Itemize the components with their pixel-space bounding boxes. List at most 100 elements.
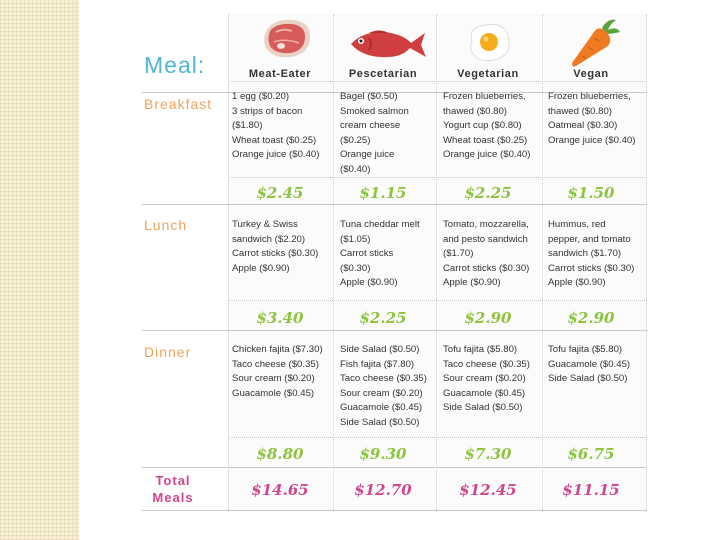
cell-line: 1 egg ($0.20) bbox=[232, 91, 290, 102]
cell-breakfast-vegan: Frozen blueberries, thawed ($0.80) Oatmeal… bbox=[548, 90, 635, 148]
cell-dinner-meat-eater: Chicken fajita ($7.30) Taco cheese ($0.35… bbox=[232, 343, 323, 401]
cell-line: Oatmeal ($0.30) bbox=[548, 120, 618, 131]
cell-dinner-vegetarian: Tofu fajita ($5.80) Taco cheese ($0.35) So… bbox=[443, 343, 530, 416]
row-label-dinner: Dinner bbox=[144, 344, 192, 360]
cell-line: Smoked salmon bbox=[340, 105, 409, 117]
decorative-side-stripe bbox=[0, 0, 79, 540]
cell-line: ($0.25) bbox=[340, 134, 371, 146]
cell-line: Sour cream ($0.20) bbox=[340, 387, 423, 399]
section-divider bbox=[142, 204, 647, 205]
cell-line: Yogurt cup ($0.80) bbox=[443, 120, 522, 131]
cell-lunch-vegetarian: Tomato, mozzarella, and pesto sandwich ($1… bbox=[443, 218, 529, 291]
cell-line: Orange juice bbox=[340, 149, 395, 160]
row-label-breakfast: Breakfast bbox=[144, 96, 213, 112]
price-dinner-pescetarian: $9.30 bbox=[359, 445, 407, 463]
cell-lunch-vegan: Hummus, red pepper, and tomato sandwich ($… bbox=[548, 218, 634, 291]
cell-line: Tomato, mozzarella, bbox=[443, 219, 529, 230]
cell-line: Tofu fajita ($5.80) bbox=[548, 344, 623, 355]
column-divider bbox=[228, 14, 229, 512]
cell-line: Wheat toast ($0.25) bbox=[443, 134, 528, 146]
price-lunch-vegan: $2.90 bbox=[567, 309, 615, 327]
cell-line: Apple ($0.90) bbox=[443, 277, 501, 288]
total-meat-eater: $14.65 bbox=[251, 481, 309, 499]
column-title-meat-eater: Meat-Eater bbox=[248, 68, 312, 80]
section-divider bbox=[142, 330, 647, 331]
meal-heading: Meal: bbox=[144, 52, 206, 78]
cell-lunch-meat-eater: Turkey & Swiss sandwich ($2.20) Carrot sti… bbox=[232, 218, 318, 276]
cell-breakfast-pescetarian: Bagel ($0.50) Smoked salmon cream cheese ($… bbox=[340, 90, 409, 177]
cell-dinner-vegan: Tofu fajita ($5.80) Guacamole ($0.45) Side… bbox=[548, 343, 630, 387]
cell-line: Carrot sticks ($0.30) bbox=[443, 262, 530, 274]
cell-line: ($0.30) bbox=[340, 262, 371, 274]
cell-line: Frozen blueberries, bbox=[548, 91, 631, 102]
section-divider bbox=[142, 467, 647, 468]
cell-line: Tofu fajita ($5.80) bbox=[443, 344, 518, 355]
cell-line: Orange juice ($0.40) bbox=[232, 149, 320, 160]
cell-breakfast-vegetarian: Frozen blueberries, thawed ($0.80) Yogurt … bbox=[443, 90, 530, 163]
price-breakfast-meat-eater: $2.45 bbox=[256, 184, 304, 202]
cell-line: Tuna cheddar melt bbox=[340, 219, 420, 230]
cell-line: ($1.80) bbox=[232, 120, 263, 131]
price-dinner-vegetarian: $7.30 bbox=[464, 445, 512, 463]
column-bg-pescetarian bbox=[334, 14, 435, 512]
column-title-vegan: Vegan bbox=[573, 68, 609, 80]
cell-line: Guacamole ($0.45) bbox=[548, 358, 631, 370]
fish-icon bbox=[351, 30, 426, 58]
cell-line: Side Salad ($0.50) bbox=[443, 402, 523, 413]
cell-line: Apple ($0.90) bbox=[548, 277, 606, 288]
column-bg-vegan bbox=[543, 14, 647, 512]
fried-egg-icon bbox=[470, 24, 510, 62]
column-divider bbox=[333, 14, 334, 512]
cell-line: thawed ($0.80) bbox=[548, 105, 612, 117]
cell-line: pepper, and tomato bbox=[548, 233, 631, 245]
cell-line: Apple ($0.90) bbox=[232, 262, 290, 274]
column-divider bbox=[436, 14, 437, 512]
row-divider bbox=[228, 81, 647, 82]
cell-line: Side Salad ($0.50) bbox=[340, 344, 420, 355]
cell-line: Carrot sticks ($0.30) bbox=[232, 248, 319, 259]
column-bg-vegetarian bbox=[437, 14, 541, 512]
cell-lunch-pescetarian: Tuna cheddar melt ($1.05) Carrot sticks ($0… bbox=[340, 218, 420, 291]
cell-line: ($1.70) bbox=[443, 248, 474, 259]
price-breakfast-vegan: $1.50 bbox=[567, 184, 615, 202]
cell-line: Taco cheese ($0.35) bbox=[443, 358, 530, 370]
row-label-lunch: Lunch bbox=[144, 217, 188, 233]
row-divider bbox=[228, 300, 647, 301]
meat-steak-icon bbox=[264, 19, 311, 58]
header-divider bbox=[142, 92, 647, 93]
cell-line: Carrot sticks ($0.30) bbox=[548, 262, 635, 274]
cell-line: Side Salad ($0.50) bbox=[548, 373, 628, 384]
cell-line: Sour cream ($0.20) bbox=[232, 373, 315, 384]
price-dinner-vegan: $6.75 bbox=[567, 445, 615, 463]
price-dinner-meat-eater: $8.80 bbox=[256, 445, 304, 463]
cell-line: Guacamole ($0.45) bbox=[443, 387, 526, 399]
cell-line: 3 strips of bacon bbox=[232, 105, 303, 117]
cell-line: Carrot sticks bbox=[340, 248, 394, 259]
cell-line: Turkey & Swiss bbox=[232, 219, 298, 230]
cell-line: Frozen blueberries, bbox=[443, 91, 526, 102]
total-label-line2: Meals bbox=[152, 490, 194, 505]
price-breakfast-vegetarian: $2.25 bbox=[464, 184, 512, 202]
column-divider bbox=[646, 14, 647, 512]
cell-line: Fish fajita ($7.80) bbox=[340, 358, 415, 370]
cell-dinner-pescetarian: Side Salad ($0.50) Fish fajita ($7.80) Tac… bbox=[340, 343, 427, 430]
cell-line: and pesto sandwich bbox=[443, 233, 528, 245]
cell-line: Hummus, red bbox=[548, 219, 606, 230]
total-vegan: $11.15 bbox=[562, 481, 620, 499]
row-divider bbox=[228, 437, 647, 438]
column-title-vegetarian: Vegetarian bbox=[457, 68, 519, 80]
price-breakfast-pescetarian: $1.15 bbox=[359, 184, 407, 202]
row-divider bbox=[228, 177, 647, 178]
cell-line: thawed ($0.80) bbox=[443, 105, 507, 117]
total-vegetarian: $12.45 bbox=[459, 481, 517, 499]
cell-line: Chicken fajita ($7.30) bbox=[232, 344, 323, 355]
cell-breakfast-meat-eater: 1 egg ($0.20) 3 strips of bacon ($1.80) Whe… bbox=[232, 90, 319, 163]
cell-line: ($0.40) bbox=[340, 163, 371, 175]
cell-line: Taco cheese ($0.35) bbox=[340, 373, 427, 384]
total-meals-label: Total Meals bbox=[148, 472, 198, 506]
cell-line: Side Salad ($0.50) bbox=[340, 416, 420, 428]
carrot-icon bbox=[572, 19, 620, 67]
cell-line: Orange juice ($0.40) bbox=[443, 149, 531, 160]
price-lunch-vegetarian: $2.90 bbox=[464, 309, 512, 327]
cell-line: Taco cheese ($0.35) bbox=[232, 358, 319, 370]
